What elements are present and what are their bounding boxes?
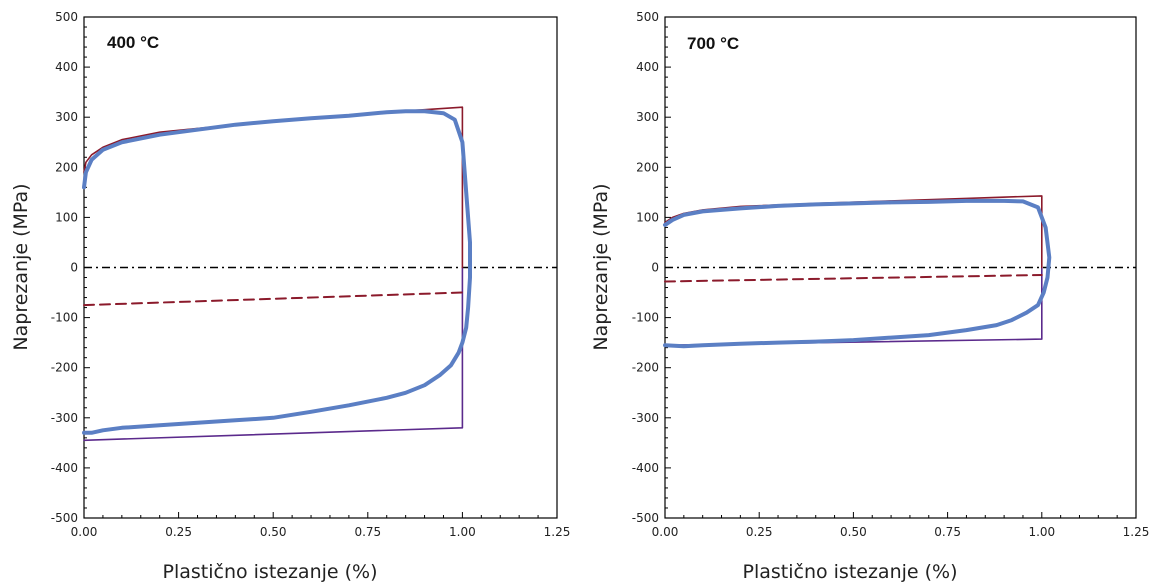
y-tick-label: -500: [632, 511, 659, 525]
y-tick-label: 100: [636, 210, 659, 224]
chart-panel-700c: -500 -400 -300 -200 -100 0 100 200 300 400 500 0.00…: [580, 0, 1157, 584]
x-tick-label: 0.75: [354, 525, 381, 539]
y-tick-label: -200: [632, 361, 659, 375]
series-model-dashed: [83, 291, 464, 307]
chart-svg-400c: -500 -400 -300 -200 -100 0 100 200 300 400 500 0.00…: [10, 10, 571, 583]
y-tick-label: 200: [55, 160, 78, 174]
y-tick-label: 0: [70, 261, 78, 275]
y-tick-label: 500: [636, 10, 659, 24]
y-tick-label: -200: [51, 361, 78, 375]
axis-ticks: [664, 16, 1137, 519]
x-tick-label: 1.25: [1123, 525, 1150, 539]
y-tick-label: 400: [55, 60, 78, 74]
y-tick-label: 400: [636, 60, 659, 74]
y-axis-title: Naprezanje (MPa): [590, 183, 612, 350]
series-model: [664, 195, 1043, 269]
y-tick-label: -100: [51, 311, 78, 325]
panel-title: 400 °C: [107, 33, 159, 52]
y-tick-label: -300: [51, 411, 78, 425]
x-tick-label: 0.50: [840, 525, 867, 539]
tick-labels: -500 -400 -300 -200 -100 0 100 200 300 400 500 0.00…: [632, 10, 1150, 539]
series-model-lower: [664, 266, 1043, 347]
y-tick-label: 300: [55, 110, 78, 124]
y-tick-label: 300: [636, 110, 659, 124]
x-tick-label: 0.25: [165, 525, 192, 539]
series-measured: [663, 198, 1052, 349]
series-model-lower: [83, 266, 464, 442]
series-measured: [82, 109, 472, 435]
x-tick-label: 0.25: [746, 525, 773, 539]
y-tick-label: 200: [636, 160, 659, 174]
x-axis-title: Plastično istezanje (%): [742, 561, 957, 583]
x-tick-label: 0.50: [260, 525, 287, 539]
x-tick-label: 0.75: [934, 525, 961, 539]
series-model: [83, 106, 464, 269]
tick-labels: -500 -400 -300 -200 -100 0 100 200 300 400 500 0.00…: [51, 10, 571, 539]
y-tick-label: 100: [55, 210, 78, 224]
y-tick-label: 0: [651, 261, 659, 275]
y-tick-label: 500: [55, 10, 78, 24]
y-tick-label: -300: [632, 411, 659, 425]
y-axis-title: Naprezanje (MPa): [10, 183, 32, 350]
y-tick-label: -400: [632, 461, 659, 475]
series-model-dashed: [664, 274, 1043, 283]
x-tick-label: 1.00: [449, 525, 476, 539]
series-layer: [663, 195, 1052, 349]
x-tick-label: 1.25: [544, 525, 571, 539]
panel-title: 700 °C: [687, 34, 739, 53]
y-tick-label: -500: [51, 511, 78, 525]
chart-panel-400c: -500 -400 -300 -200 -100 0 100 200 300 400 500 0.00…: [10, 10, 571, 583]
y-tick-label: -100: [632, 311, 659, 325]
x-axis-title: Plastično istezanje (%): [162, 561, 377, 583]
y-tick-label: -400: [51, 461, 78, 475]
x-tick-label: 0.00: [71, 525, 98, 539]
x-tick-label: 1.00: [1028, 525, 1055, 539]
chart-svg-700c: -500 -400 -300 -200 -100 0 100 200 300 400 500 0.00…: [590, 10, 1150, 583]
series-layer: [82, 106, 472, 442]
x-tick-label: 0.00: [652, 525, 679, 539]
